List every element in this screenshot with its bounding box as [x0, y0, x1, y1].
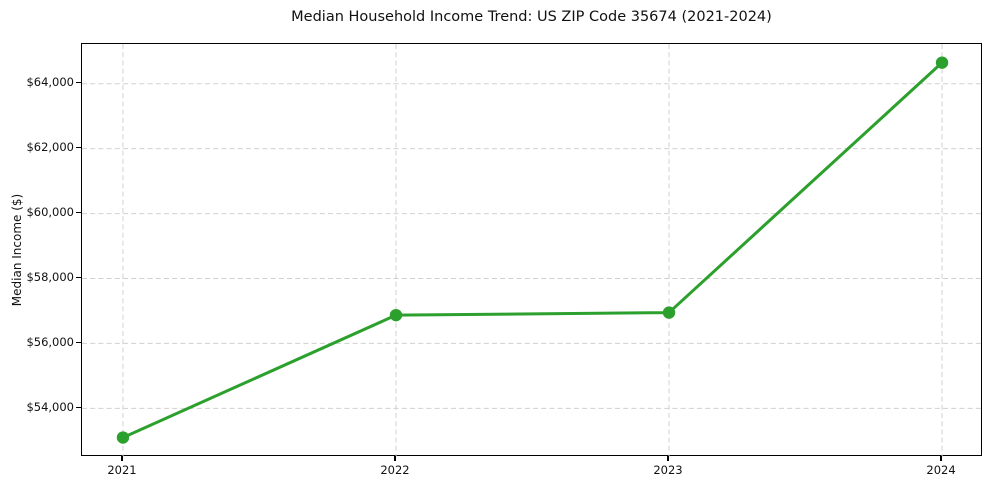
y-tick-label: $62,000	[26, 140, 74, 155]
chart-title: Median Household Income Trend: US ZIP Co…	[291, 9, 772, 25]
plot-area	[81, 43, 983, 457]
x-tick-mark	[667, 456, 669, 461]
y-tick-mark	[76, 146, 81, 149]
data-point-marker	[935, 56, 949, 69]
y-tick-label: $56,000	[26, 334, 74, 349]
x-tick-label: 2024	[926, 463, 956, 477]
y-tick-mark	[76, 276, 81, 279]
x-tick-label: 2022	[380, 463, 410, 477]
y-tick-mark	[76, 211, 81, 214]
y-tick-label: $54,000	[26, 399, 74, 414]
y-axis-label: Median Income ($)	[10, 193, 24, 307]
x-tick-mark	[940, 456, 942, 461]
x-tick-mark	[121, 456, 123, 461]
x-tick-label: 2023	[653, 463, 683, 477]
y-tick-label: $60,000	[26, 205, 74, 220]
y-tick-label: $64,000	[26, 75, 74, 90]
data-point-marker	[389, 308, 403, 322]
data-point-marker	[116, 431, 130, 444]
y-tick-mark	[76, 406, 81, 408]
trend-line	[121, 61, 944, 440]
x-tick-mark	[394, 456, 396, 461]
data-point-marker	[662, 306, 676, 319]
y-tick-label: $58,000	[26, 269, 74, 284]
x-tick-label: 2021	[107, 463, 137, 477]
y-tick-mark	[76, 341, 81, 344]
line-chart-canvas	[82, 44, 983, 457]
y-tick-mark	[76, 82, 81, 84]
